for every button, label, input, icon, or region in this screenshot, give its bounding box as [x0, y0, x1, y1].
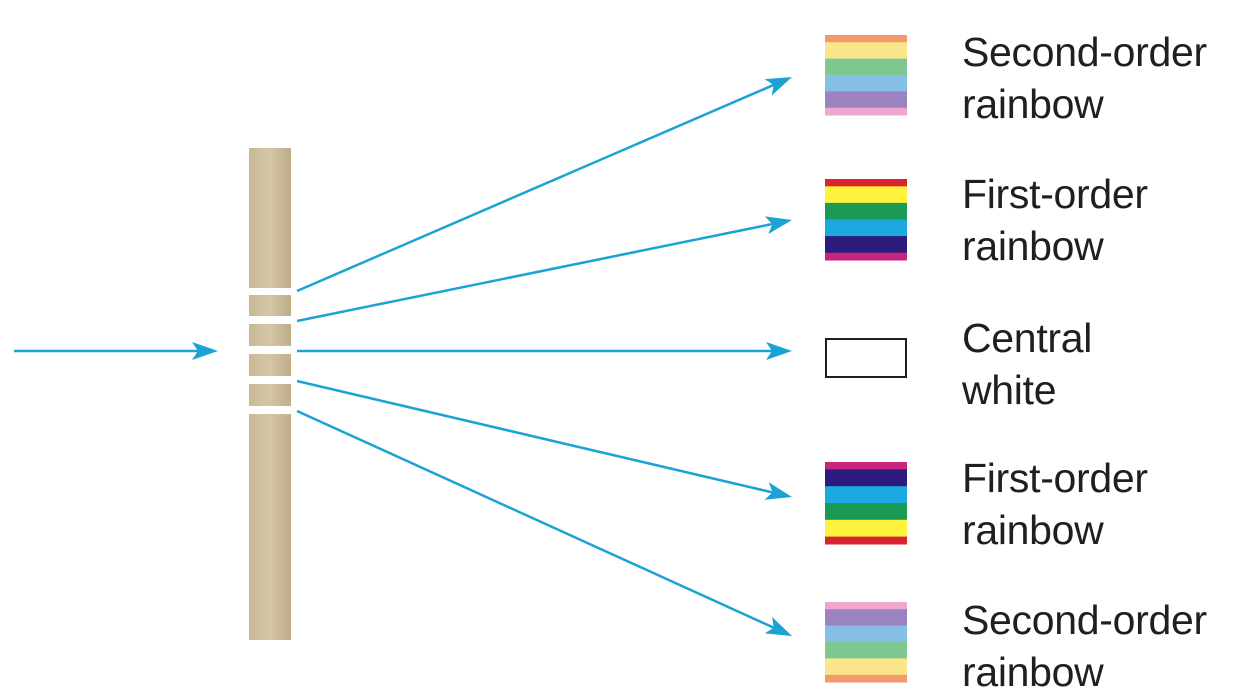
spectrum-swatches	[825, 35, 907, 683]
color-band	[825, 602, 907, 610]
ray-first-order-bottom	[296, 379, 792, 500]
swatch-first-order-top	[825, 179, 907, 261]
diffracted-rays	[296, 77, 792, 636]
ray-first-order-top	[296, 216, 792, 323]
arrowhead	[764, 216, 792, 234]
grating-slit-bar-2	[249, 324, 291, 346]
color-band	[825, 674, 907, 683]
arrowhead	[764, 617, 792, 636]
ray-line	[296, 222, 773, 323]
color-band	[825, 91, 907, 109]
label-second-order-top: Second-order rainbow	[962, 26, 1252, 130]
color-band	[825, 536, 907, 545]
incident-ray	[14, 342, 218, 360]
label-second-order-bottom: Second-order rainbow	[962, 594, 1252, 696]
arrowhead	[766, 342, 792, 360]
label-line-2: rainbow	[962, 223, 1104, 269]
color-band	[825, 42, 907, 60]
label-line-2: rainbow	[962, 649, 1104, 695]
grating-slit-bar-3	[249, 354, 291, 376]
color-band	[825, 186, 907, 204]
ray-line	[296, 409, 775, 629]
color-band	[825, 179, 907, 187]
color-band	[825, 236, 907, 254]
arrowhead	[764, 77, 792, 96]
ray-central	[297, 342, 792, 360]
ray-line	[296, 379, 773, 494]
color-band	[825, 75, 907, 92]
color-band	[825, 219, 907, 237]
color-band	[825, 503, 907, 521]
label-first-order-top: First-order rainbow	[962, 168, 1252, 272]
label-line-2: rainbow	[962, 81, 1104, 127]
color-band	[825, 519, 907, 538]
label-line-1: Second-order	[962, 29, 1207, 75]
label-first-order-bottom: First-order rainbow	[962, 452, 1252, 556]
color-band	[825, 469, 907, 487]
ray-second-order-top	[296, 77, 792, 293]
label-line-1: First-order	[962, 455, 1148, 501]
label-line-1: Central	[962, 315, 1093, 361]
label-line-2: white	[962, 367, 1057, 413]
white-band	[825, 338, 907, 378]
color-band	[825, 609, 907, 627]
color-band	[825, 202, 907, 220]
swatch-central-white	[825, 338, 907, 378]
ray-second-order-bottom	[296, 409, 792, 636]
label-line-1: First-order	[962, 171, 1148, 217]
color-band	[825, 642, 907, 659]
diffraction-grating	[249, 148, 291, 640]
label-central-white: Central white	[962, 312, 1252, 416]
color-band	[825, 658, 907, 676]
label-line-1: Second-order	[962, 597, 1207, 643]
grating-slit-bar-4	[249, 384, 291, 406]
grating-lower-section	[249, 414, 291, 640]
swatch-first-order-bottom	[825, 462, 907, 545]
color-band	[825, 252, 907, 261]
color-band	[825, 462, 907, 470]
arrowhead	[764, 482, 792, 500]
grating-upper-section	[249, 148, 291, 288]
color-band	[825, 625, 907, 643]
swatch-second-order-top	[825, 35, 907, 116]
color-band	[825, 486, 907, 504]
color-band	[825, 35, 907, 43]
incident-arrowhead	[192, 342, 218, 360]
ray-line	[296, 83, 775, 293]
color-band	[825, 58, 907, 76]
color-band	[825, 107, 907, 116]
swatch-second-order-bottom	[825, 602, 907, 683]
label-line-2: rainbow	[962, 507, 1104, 553]
grating-slit-bar-1	[249, 295, 291, 316]
